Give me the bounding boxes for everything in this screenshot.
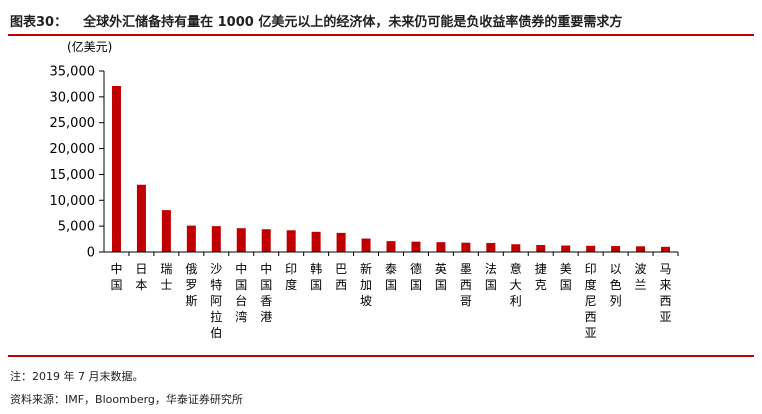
- x-tick-label: 沙特阿拉伯: [210, 262, 222, 340]
- bar: [486, 242, 496, 252]
- x-tick-label: 泰国: [385, 262, 397, 292]
- y-tick-label: 25,000: [50, 116, 96, 131]
- x-tick-label: 德国: [410, 261, 422, 292]
- bar-series: [111, 85, 671, 252]
- bar: [111, 85, 121, 252]
- bar: [161, 210, 171, 252]
- bar: [511, 244, 521, 252]
- figure-title-text: 全球外汇储备持有量在 1000 亿美元以上的经济体，未来仍可能是负收益率债券的重…: [83, 14, 623, 30]
- figure-label: 图表30：: [10, 14, 68, 30]
- bar: [286, 230, 296, 252]
- x-tick-label: 英国: [435, 262, 447, 292]
- bar: [311, 231, 321, 252]
- bar: [236, 228, 246, 252]
- x-tick-label: 印度: [285, 262, 297, 292]
- bar: [536, 245, 546, 252]
- x-tick-label: 中国台湾: [235, 261, 247, 324]
- x-tick-label: 马来西亚: [660, 262, 672, 324]
- x-tick-label: 美国: [560, 262, 572, 292]
- x-tick-label: 韩国: [310, 261, 322, 292]
- y-tick-label: 0: [87, 246, 95, 261]
- bar: [186, 225, 196, 252]
- x-tick-label: 中国: [110, 261, 122, 292]
- x-tick-label: 捷克: [535, 262, 547, 292]
- y-tick-label: 20,000: [50, 142, 96, 157]
- y-tick-label: 10,000: [50, 194, 96, 209]
- x-tick-label: 新加坡: [360, 261, 372, 308]
- x-tick-label: 瑞士: [160, 262, 172, 292]
- y-axis-ticks: 0 5,000 10,000 15,000 20,000 25,000 30,000 35,0…: [50, 65, 104, 261]
- bar: [386, 241, 396, 252]
- y-tick-label: 30,000: [50, 90, 96, 105]
- y-axis-unit-label: (亿美元): [67, 39, 112, 54]
- x-tick-label: 波兰: [635, 262, 647, 292]
- x-tick-label: 意大利: [510, 261, 522, 308]
- chart-source: 资料来源：IMF，Bloomberg，华泰证券研究所: [10, 393, 243, 406]
- footer-divider: [8, 355, 754, 357]
- figure-title: 图表30： 全球外汇储备持有量在 1000 亿美元以上的经济体，未来仍可能是负收…: [10, 10, 752, 30]
- x-tick-label: 墨西哥: [460, 262, 472, 308]
- bar: [336, 232, 346, 252]
- x-tick-label: 日本: [135, 262, 147, 292]
- bar: [611, 246, 621, 252]
- x-tick-label: 印度尼西亚: [585, 262, 597, 340]
- x-tick-label: 中国香港: [260, 261, 272, 324]
- bar: [461, 242, 471, 252]
- y-tick-label: 15,000: [50, 168, 96, 183]
- y-tick-label: 5,000: [58, 220, 95, 235]
- y-tick-label: 35,000: [50, 65, 96, 80]
- bar: [261, 229, 271, 252]
- x-tick-label: 巴西: [335, 262, 347, 292]
- x-tick-label: 俄罗斯: [185, 262, 197, 308]
- title-divider: [8, 34, 754, 36]
- bar: [211, 226, 221, 252]
- x-tick-label: 以色列: [610, 262, 622, 308]
- bar: [636, 246, 646, 252]
- x-tick-label: 法国: [485, 262, 497, 292]
- bar: [361, 238, 371, 252]
- bar: [661, 246, 671, 252]
- bar: [436, 242, 446, 252]
- bar: [136, 184, 146, 252]
- bar: [561, 245, 571, 252]
- chart-note: 注：2019 年 7 月末数据。: [10, 370, 144, 383]
- bar: [586, 245, 596, 252]
- bar: [411, 241, 421, 252]
